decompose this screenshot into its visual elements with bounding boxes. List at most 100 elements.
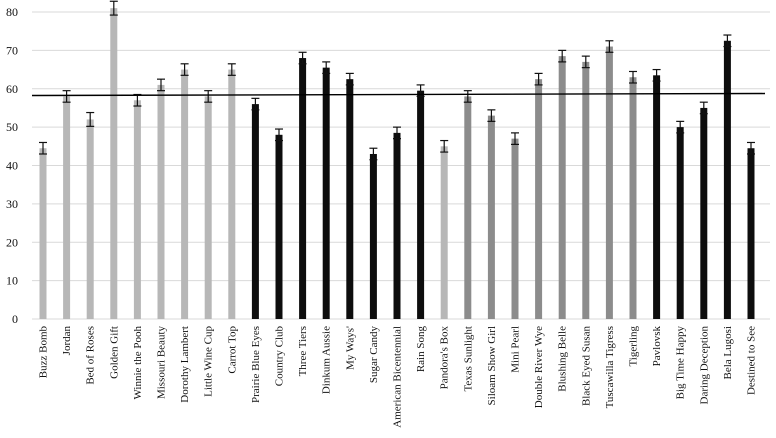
x-tick-label: Winnie the Pooh	[132, 326, 144, 400]
error-bar	[605, 40, 614, 53]
x-tick-label: Golden Gift	[108, 326, 120, 379]
bar	[700, 107, 708, 319]
error-bar	[204, 90, 213, 103]
bar	[299, 58, 307, 320]
error-bar	[393, 126, 401, 140]
error-bar	[487, 109, 496, 122]
bar	[605, 46, 613, 319]
x-tick-label: Double River Wye	[533, 326, 545, 408]
x-tick-label: Destined to See	[746, 326, 758, 395]
bar	[369, 153, 377, 319]
bar	[487, 115, 495, 319]
bar	[251, 104, 259, 319]
error-bar	[652, 68, 661, 82]
error-bar	[39, 141, 47, 155]
x-tick-label: Rain Song	[415, 326, 427, 373]
y-tick-label: 0	[12, 312, 18, 326]
reference-line	[31, 92, 766, 97]
error-bar	[534, 72, 543, 86]
bar	[511, 138, 519, 319]
bar	[322, 67, 330, 319]
x-tick-label: Carrot Top	[226, 326, 238, 374]
bar	[63, 96, 71, 319]
error-bar	[298, 51, 307, 65]
error-bar	[322, 61, 331, 75]
bar	[157, 84, 165, 319]
x-tick-label: Black Eyed Susan	[580, 326, 592, 407]
x-tick-label: Dinkum Aussie	[321, 326, 333, 394]
bar	[558, 56, 566, 319]
error-bar	[62, 90, 71, 103]
bar	[629, 77, 637, 319]
error-bars	[39, 0, 755, 161]
bar	[110, 8, 118, 319]
y-tick-label: 70	[6, 43, 18, 57]
y-tick-label: 60	[6, 82, 18, 96]
error-bar	[511, 132, 519, 145]
x-tick-label: Tuscawilla Tigress	[604, 326, 616, 408]
error-bar	[133, 93, 142, 107]
y-tick-label: 10	[6, 274, 18, 288]
error-bar	[440, 139, 449, 153]
bar	[747, 148, 755, 319]
x-tick-label: Country Club	[274, 326, 286, 387]
error-bar	[109, 0, 118, 16]
x-tick-label: Missouri Beauty	[156, 326, 168, 400]
x-tick-label: Pavlovsk	[651, 326, 663, 367]
error-bar	[227, 63, 236, 76]
x-tick-label: Sugar Candy	[368, 326, 380, 384]
bar	[275, 134, 283, 319]
bar	[464, 96, 472, 319]
bar	[39, 148, 47, 319]
x-tick-label: Siloam Show Girl	[486, 326, 498, 405]
error-bar	[676, 120, 685, 134]
error-bar	[581, 55, 590, 69]
error-bar	[86, 111, 95, 127]
bar	[417, 90, 425, 319]
error-bar	[558, 49, 567, 63]
y-tick-label: 20	[6, 235, 18, 249]
x-tick-label: Pandora's Box	[439, 326, 451, 390]
x-tick-label: Big Time Happy	[675, 326, 687, 400]
error-bar	[747, 141, 755, 155]
y-tick-label: 40	[6, 159, 18, 173]
x-tick-label: Prairie Blue Eyes	[250, 326, 262, 403]
y-axis-tick-labels: 0 10 20 30 40 50 60 70 80	[6, 5, 18, 326]
x-tick-label: Bed of Roses	[85, 326, 97, 385]
x-tick-label: Daring Deception	[698, 326, 710, 405]
bars	[39, 8, 755, 320]
error-bar	[251, 97, 260, 111]
x-tick-label: Bela Lugosi	[722, 326, 734, 379]
y-tick-label: 30	[6, 197, 18, 211]
error-bar	[180, 63, 189, 76]
x-tick-label: My Ways'	[344, 326, 356, 370]
error-bar	[157, 78, 165, 92]
error-bar	[369, 147, 378, 161]
bar	[133, 100, 141, 319]
x-tick-label: Mini Pearl	[510, 326, 522, 373]
error-bar	[699, 101, 708, 115]
x-tick-label: Dorothy Lambert	[179, 326, 191, 403]
x-tick-label: Buzz Bomb	[38, 326, 50, 379]
y-tick-label: 80	[6, 5, 18, 19]
bar	[440, 146, 448, 319]
x-axis-tick-labels: Buzz Bomb Jordan Bed of Roses Golden Gift Wi…	[38, 326, 758, 428]
x-tick-label: American Bicentennial	[392, 326, 404, 428]
error-bar	[275, 128, 283, 142]
bar	[204, 96, 212, 319]
x-tick-label: Jordan	[61, 326, 73, 356]
bar	[653, 75, 661, 319]
error-bar	[345, 72, 354, 86]
x-tick-label: Tigerling	[628, 326, 640, 367]
x-tick-label: Little Wine Cup	[203, 326, 215, 397]
bar	[86, 119, 94, 319]
x-tick-label: Blushing Belle	[557, 326, 569, 392]
error-bar	[629, 70, 637, 84]
x-tick-label: Texas Sunlight	[462, 326, 474, 392]
bar	[393, 132, 401, 319]
x-tick-label: Three Tiers	[297, 326, 309, 376]
bar	[535, 79, 543, 319]
bar	[723, 40, 731, 319]
bar	[582, 61, 590, 319]
